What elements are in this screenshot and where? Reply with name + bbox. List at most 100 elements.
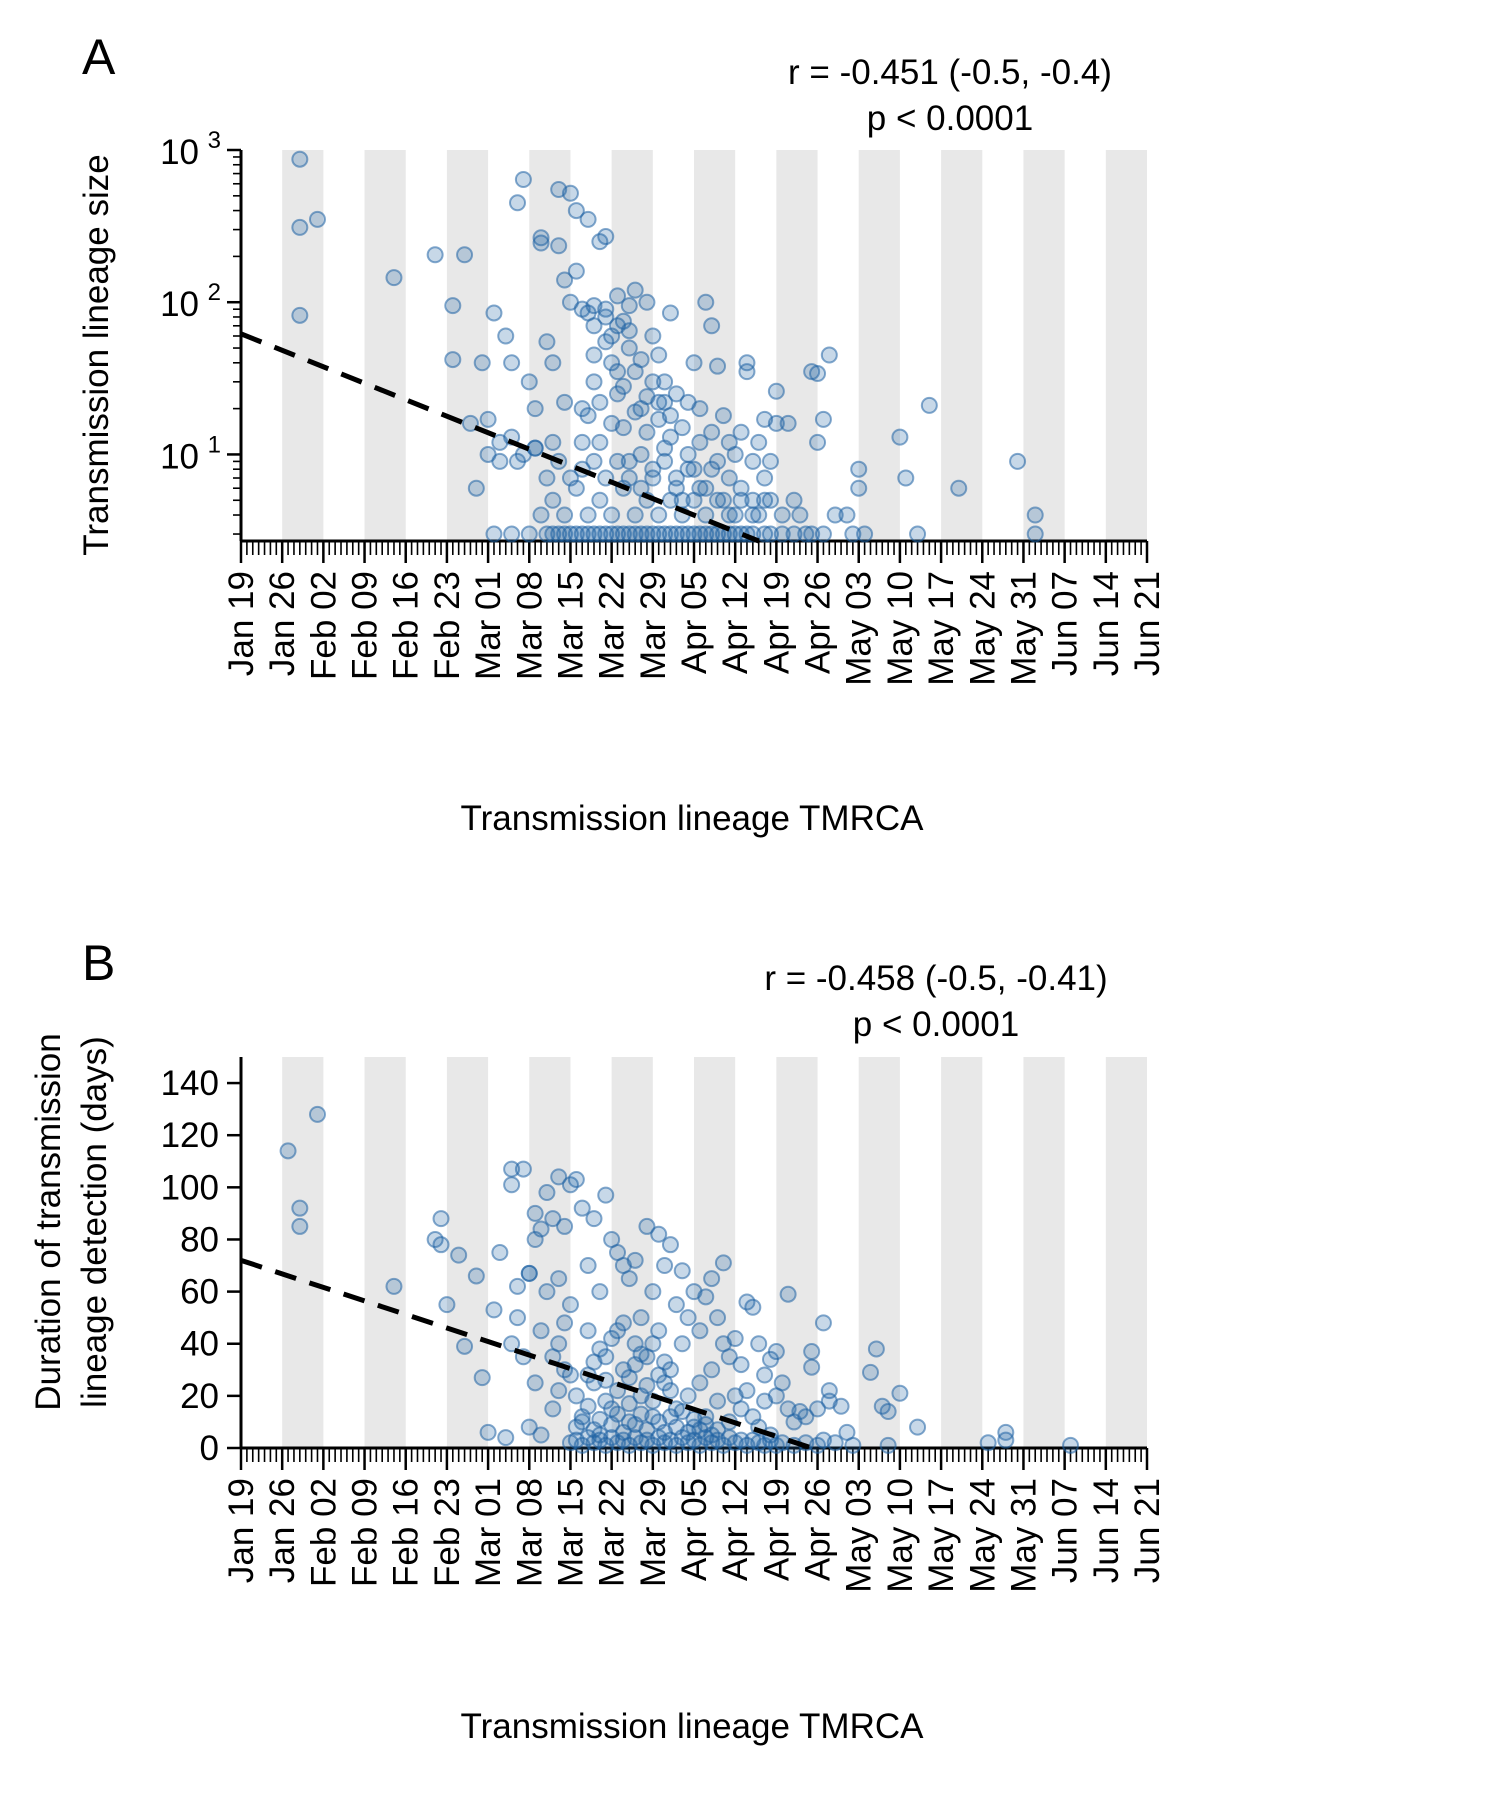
data-point — [826, 1434, 844, 1452]
data-point — [532, 506, 550, 524]
x-tick-label: May 03 — [840, 571, 879, 686]
panel-b-correlation-text: r = -0.458 (-0.5, -0.41) — [764, 959, 1107, 998]
data-point — [756, 469, 774, 487]
data-point — [1062, 1436, 1080, 1454]
data-point — [585, 346, 603, 364]
data-point — [856, 525, 874, 543]
data-point — [685, 354, 703, 372]
data-point — [497, 327, 515, 345]
data-point — [732, 479, 750, 497]
data-point — [803, 1343, 821, 1361]
data-point — [544, 1400, 562, 1418]
data-point — [756, 491, 774, 509]
data-point — [785, 491, 803, 509]
x-tick-label: Feb 09 — [346, 1478, 385, 1587]
data-point — [620, 1395, 638, 1413]
x-tick-label: May 10 — [881, 571, 920, 686]
x-tick-label: Apr 05 — [675, 571, 714, 674]
data-point — [814, 410, 832, 428]
data-point — [732, 1356, 750, 1374]
data-point — [609, 1405, 627, 1423]
data-point — [738, 363, 756, 381]
data-point — [720, 469, 738, 487]
y-tick-label: 80 — [180, 1220, 219, 1259]
data-point — [432, 1236, 450, 1254]
data-point — [532, 1220, 550, 1238]
data-point — [732, 423, 750, 441]
panel-a-y-axis-label: Transmission lineage size — [77, 154, 116, 555]
data-point — [738, 354, 756, 372]
data-point — [661, 1236, 679, 1254]
data-point — [697, 525, 715, 543]
week-band — [941, 150, 983, 541]
panel-b-y-axis-label-line1: Duration of transmission — [29, 1033, 68, 1410]
data-point — [909, 1418, 927, 1436]
data-point — [773, 525, 791, 543]
data-point — [609, 287, 627, 305]
data-point — [609, 363, 627, 381]
data-point — [685, 460, 703, 478]
data-point — [473, 354, 491, 372]
data-point — [656, 373, 674, 391]
data-point — [703, 525, 721, 543]
data-point — [479, 410, 497, 428]
data-point — [614, 377, 632, 395]
data-point — [838, 506, 856, 524]
x-tick-label: Feb 16 — [387, 571, 426, 680]
data-point — [520, 525, 538, 543]
data-point — [714, 407, 732, 425]
data-point — [585, 373, 603, 391]
data-point — [291, 1217, 309, 1235]
x-tick-label: Jun 14 — [1087, 571, 1126, 676]
data-point — [691, 400, 709, 418]
data-point — [691, 479, 709, 497]
data-point — [767, 414, 785, 432]
week-band — [282, 150, 324, 541]
data-point — [579, 506, 597, 524]
y-tick-label: 100 — [161, 1168, 219, 1207]
data-point — [561, 184, 579, 202]
week-band — [446, 1057, 489, 1448]
y-tick-label: 10 — [160, 133, 199, 172]
data-point — [726, 506, 744, 524]
data-point — [679, 525, 697, 543]
data-point — [291, 150, 309, 168]
data-point — [814, 525, 832, 543]
data-point — [744, 506, 762, 524]
data-point — [732, 491, 750, 509]
data-point — [861, 1363, 879, 1381]
data-point — [614, 525, 632, 543]
data-point — [632, 1309, 650, 1327]
data-point — [797, 525, 815, 543]
data-point — [514, 1160, 532, 1178]
data-point — [467, 1267, 485, 1285]
data-point — [979, 1434, 997, 1452]
data-point — [538, 525, 556, 543]
data-point — [738, 1382, 756, 1400]
data-point — [579, 1257, 597, 1275]
data-point — [703, 317, 721, 335]
data-point — [697, 506, 715, 524]
data-point — [597, 228, 615, 246]
data-point — [544, 1210, 562, 1228]
data-point — [661, 525, 679, 543]
data-point — [509, 1277, 527, 1295]
data-point — [591, 1283, 609, 1301]
panel-a-y-axis: 10 1 10 2 10 3 — [160, 127, 243, 541]
data-point — [532, 229, 550, 247]
data-point — [644, 525, 662, 543]
x-tick-label: Mar 01 — [469, 1478, 508, 1587]
x-tick-label: Feb 23 — [428, 1478, 467, 1587]
y-tick-label: 10 — [160, 285, 199, 324]
data-point — [820, 346, 838, 364]
week-band — [858, 1057, 900, 1448]
x-tick-label: Jun 14 — [1087, 1478, 1126, 1583]
data-point — [591, 433, 609, 451]
data-point — [638, 388, 656, 406]
data-point — [720, 1348, 738, 1366]
data-point — [620, 469, 638, 487]
panel-a-correlation-text: r = -0.451 (-0.5, -0.4) — [788, 53, 1112, 92]
data-point — [585, 1210, 603, 1228]
data-point — [750, 433, 768, 451]
data-point — [609, 452, 627, 470]
